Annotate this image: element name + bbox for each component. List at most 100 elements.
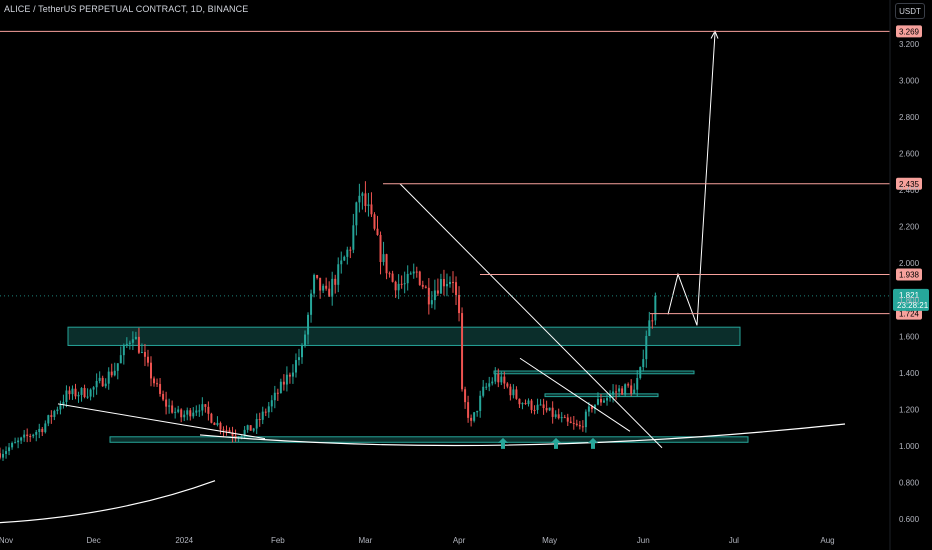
candle-body xyxy=(385,254,388,274)
candle xyxy=(216,416,219,427)
candle-body xyxy=(168,405,171,407)
candle-body xyxy=(150,362,152,379)
candle xyxy=(180,408,183,423)
candle xyxy=(50,410,53,424)
candle-body xyxy=(343,256,346,261)
candle-body xyxy=(337,264,340,285)
candle xyxy=(20,436,23,444)
up-arrow-icon xyxy=(498,437,508,449)
falling-support-line xyxy=(57,403,266,440)
candle-body xyxy=(515,389,518,399)
candle xyxy=(409,271,412,275)
candle xyxy=(204,404,207,413)
candle-body xyxy=(563,417,566,419)
candles xyxy=(0,181,657,461)
candle xyxy=(11,441,14,450)
candle xyxy=(596,392,599,406)
candle xyxy=(231,426,234,443)
candle xyxy=(35,429,38,442)
candle-body xyxy=(65,390,68,402)
candle xyxy=(433,279,436,310)
candle-body xyxy=(557,414,560,419)
candle xyxy=(83,384,86,399)
candle xyxy=(334,274,337,294)
candle-body xyxy=(636,377,639,390)
projection-path xyxy=(667,33,716,326)
candle-body xyxy=(331,278,334,297)
candle xyxy=(439,273,442,294)
candle xyxy=(258,412,261,427)
price-level-tag xyxy=(896,177,922,190)
candle xyxy=(485,382,488,391)
candle xyxy=(17,437,20,449)
price-level-tag xyxy=(896,268,922,281)
candle-body xyxy=(439,279,442,294)
candle xyxy=(234,429,237,442)
candle-body xyxy=(397,283,400,291)
candle xyxy=(364,181,367,213)
candle xyxy=(467,395,470,423)
candle xyxy=(162,390,165,402)
candle-body xyxy=(618,388,621,392)
candle xyxy=(53,409,56,421)
candle-body xyxy=(364,193,367,206)
candle-body xyxy=(379,234,382,263)
candle-body xyxy=(455,282,458,295)
candle xyxy=(189,407,192,421)
wedge-trendline xyxy=(519,357,631,432)
candle xyxy=(527,398,530,407)
candle xyxy=(618,385,621,397)
candle xyxy=(488,376,491,392)
candle-body xyxy=(122,345,125,356)
candle-body xyxy=(8,447,11,452)
candle-body xyxy=(506,383,509,387)
candle xyxy=(599,393,602,406)
candle-body xyxy=(533,409,536,411)
zone-1-28 xyxy=(544,393,659,398)
candle-body xyxy=(524,403,527,405)
candle xyxy=(470,414,473,427)
candle xyxy=(32,433,35,439)
y-tick-label: 1.400 xyxy=(899,369,920,378)
candle xyxy=(421,280,424,290)
candle-body xyxy=(621,388,624,395)
price-level-label: 1.938 xyxy=(899,271,920,280)
candle xyxy=(186,407,189,421)
candle xyxy=(340,251,343,274)
descending-trendline xyxy=(399,183,663,449)
candle xyxy=(168,398,171,414)
candle xyxy=(352,213,355,254)
candle-body xyxy=(497,373,500,383)
candle-body xyxy=(291,372,294,377)
candle-body xyxy=(32,434,35,437)
candle-body xyxy=(340,260,343,265)
candle-body xyxy=(548,407,551,411)
candle xyxy=(566,413,569,426)
candle-body xyxy=(433,290,436,301)
candle xyxy=(603,398,605,404)
candle xyxy=(370,192,373,218)
candle-body xyxy=(180,409,183,418)
candle-body xyxy=(639,367,642,378)
candle-body xyxy=(358,195,361,203)
candle xyxy=(29,433,32,442)
candle xyxy=(8,443,11,456)
candle-body xyxy=(225,430,228,432)
candle-body xyxy=(406,273,409,284)
candle xyxy=(101,375,104,387)
candle-body xyxy=(442,279,445,287)
candle xyxy=(503,371,506,389)
candle xyxy=(500,371,503,386)
candle-body xyxy=(476,410,479,413)
candle-body xyxy=(527,400,530,405)
candle xyxy=(560,412,563,423)
candle xyxy=(174,407,177,419)
candle-body xyxy=(554,414,557,417)
candle xyxy=(310,289,313,323)
currency-button[interactable]: USDT xyxy=(895,3,925,19)
candle xyxy=(512,384,515,399)
candle-body xyxy=(452,281,454,283)
candle xyxy=(455,276,458,306)
candle-body xyxy=(140,352,143,354)
